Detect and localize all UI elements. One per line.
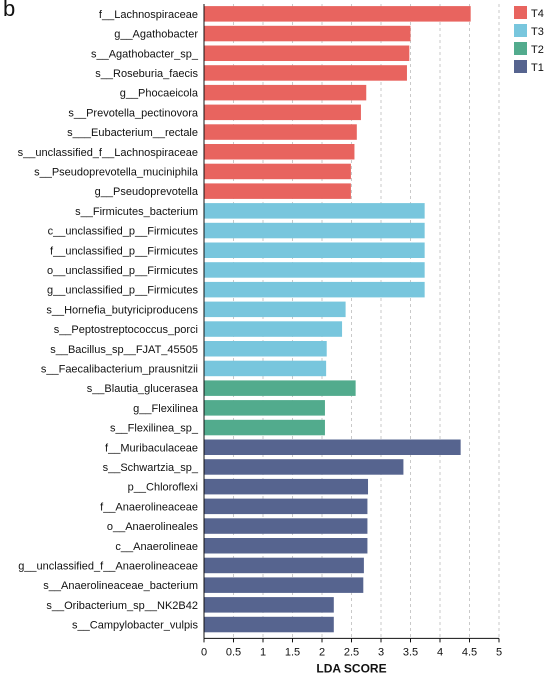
bar: [204, 281, 425, 298]
bar: [204, 478, 369, 495]
bar: [204, 6, 471, 22]
category-label: g__unclassified_p__Firmicutes: [47, 285, 199, 297]
bar: [204, 242, 425, 258]
bar: [204, 341, 327, 357]
bar: [204, 400, 325, 416]
legend-swatch: [514, 6, 527, 19]
category-label: s__Campylobacter_vulpis: [72, 620, 198, 632]
bar: [204, 360, 327, 377]
x-tick-label: 2: [319, 646, 325, 658]
bar: [204, 124, 357, 140]
bar: [204, 45, 410, 61]
category-label: g__unclassified_f__Anaerolineaceae: [18, 560, 198, 572]
bar: [204, 301, 346, 318]
x-tick-label: 3: [378, 646, 384, 658]
bar: [204, 419, 325, 436]
x-tick-label: 0: [201, 646, 207, 658]
category-label: o__unclassified_p__Firmicutes: [47, 265, 199, 277]
category-label: s__Blautia_glucerasea: [87, 383, 199, 395]
x-tick-label: 3.5: [403, 646, 418, 658]
category-label: s__Faecalibacterium_prausnitzii: [41, 363, 198, 375]
legend-label: T3: [531, 26, 544, 38]
category-label: s__Peptostreptococcus_porci: [54, 324, 198, 336]
bar: [204, 104, 361, 121]
category-label: s__Schwartzia_sp_: [103, 462, 199, 474]
bar: [204, 65, 407, 81]
legend-label: T1: [531, 62, 544, 74]
category-label: s__unclassified_f__Lachnospiraceae: [18, 147, 198, 159]
x-tick-label: 1: [260, 646, 266, 658]
category-label: s__Prevotella_pectinovora: [68, 107, 199, 119]
category-label: s__Agathobacter_sp_: [91, 48, 199, 60]
bar: [204, 321, 343, 337]
x-tick-label: 1.5: [285, 646, 300, 658]
x-tick-label: 2.5: [344, 646, 359, 658]
category-label: p__Chloroflexi: [128, 482, 198, 494]
x-tick-label: 4: [437, 646, 443, 658]
category-label: c__Anaerolineae: [115, 541, 198, 553]
bar: [204, 183, 351, 199]
bar: [204, 557, 364, 574]
legend-swatch: [514, 24, 527, 37]
category-label: s__Anaerolineaceae_bacterium: [43, 580, 198, 592]
category-label: c__unclassified_p__Firmicutes: [48, 226, 199, 238]
bar: [204, 577, 364, 593]
bar: [204, 498, 368, 515]
legend-label: T4: [531, 8, 544, 20]
category-label: f__Lachnospiraceae: [99, 9, 198, 21]
bar: [204, 84, 367, 101]
legend-swatch: [514, 60, 527, 73]
category-label: s__Oribacterium_sp__NK2B42: [46, 600, 198, 612]
bar: [204, 222, 425, 239]
category-label: f__Anaerolineaceae: [100, 501, 198, 513]
category-label: s__Pseudoprevotella_muciniphila: [34, 166, 199, 178]
legend-swatch: [514, 42, 527, 55]
category-label: f__Muribaculaceae: [105, 442, 198, 454]
x-tick-label: 5: [496, 646, 502, 658]
bar: [204, 380, 356, 396]
bar: [204, 616, 334, 633]
legend-label: T2: [531, 44, 544, 56]
x-tick-label: 4.5: [462, 646, 477, 658]
x-axis-title: LDA SCORE: [316, 661, 386, 675]
category-label: s__Roseburia_faecis: [95, 68, 198, 80]
bar: [204, 538, 368, 554]
bar: [204, 25, 411, 42]
category-label: g__Pseudoprevotella: [95, 186, 199, 198]
category-label: s__Hornefia_butyriciproducens: [46, 304, 198, 316]
category-label: g__Agathobacter: [114, 29, 198, 41]
bar: [204, 203, 425, 219]
bar: [204, 163, 351, 180]
bar: [204, 262, 425, 278]
x-tick-label: 0.5: [226, 646, 241, 658]
category-label: f__unclassified_p__Firmicutes: [50, 245, 198, 257]
category-label: s__Bacillus_sp__FJAT_45505: [50, 344, 198, 356]
category-label: g__Flexilinea: [133, 403, 199, 415]
bar: [204, 518, 368, 534]
bar: [204, 597, 334, 613]
category-label: s__Flexilinea_sp_: [110, 423, 199, 435]
category-label: s___Eubacterium__rectale: [67, 127, 198, 139]
panel-label: b: [3, 0, 16, 21]
category-label: g__Phocaeicola: [120, 88, 199, 100]
bar: [204, 439, 461, 455]
category-label: s__Firmicutes_bacterium: [75, 206, 198, 218]
bar: [204, 459, 404, 475]
category-label: o__Anaerolineales: [107, 521, 199, 533]
bar: [204, 144, 355, 160]
